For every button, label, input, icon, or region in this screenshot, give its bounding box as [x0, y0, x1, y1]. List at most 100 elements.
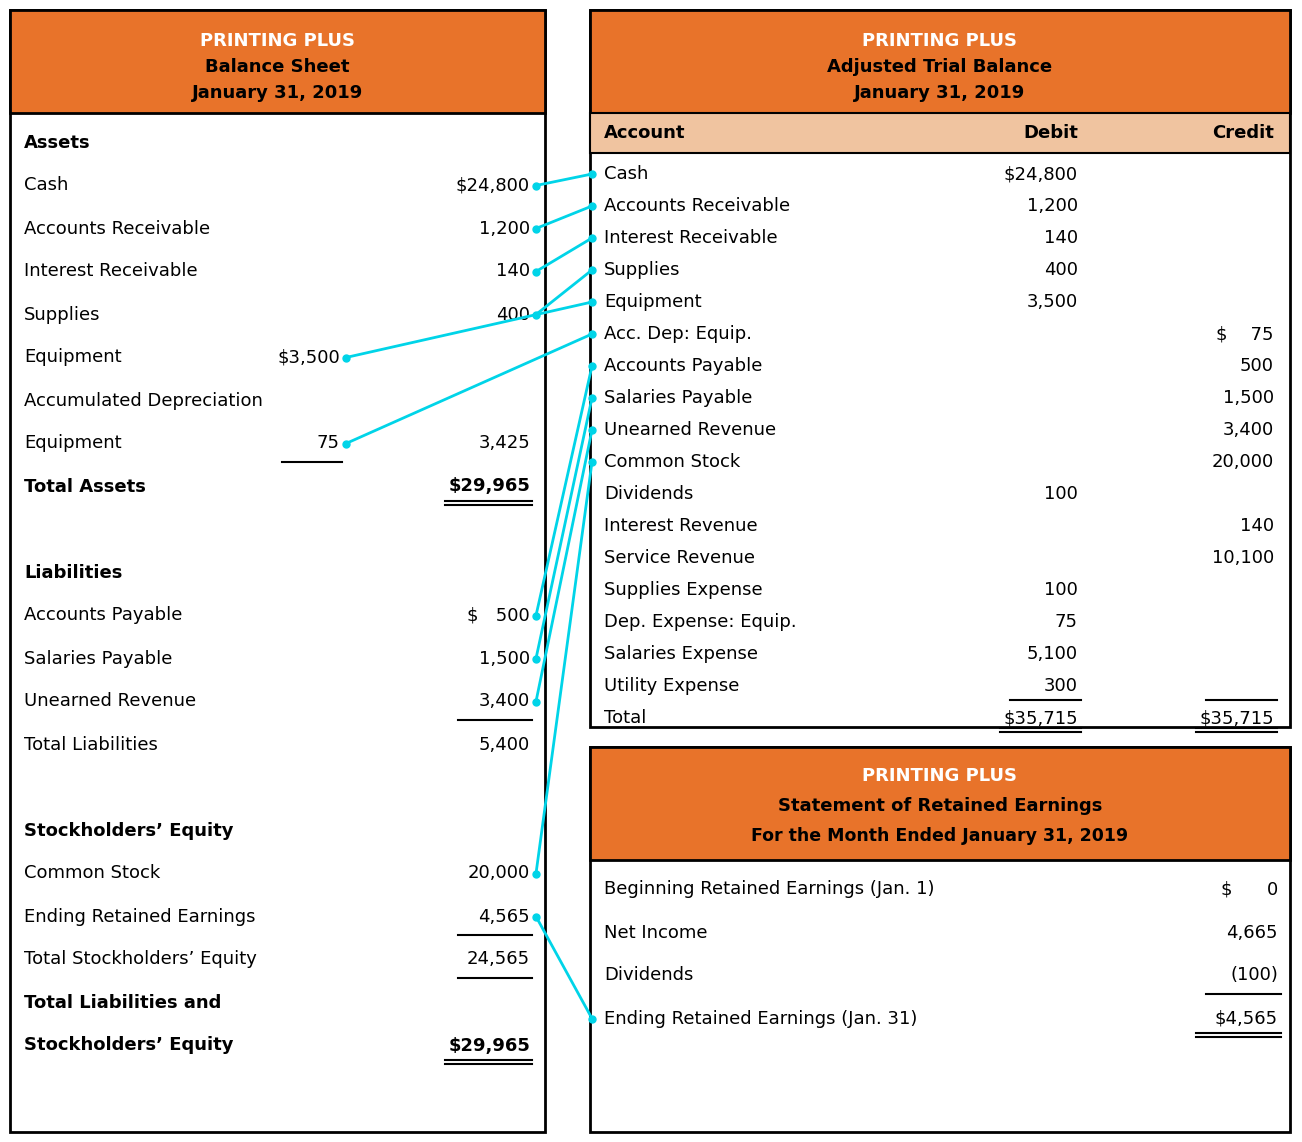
Text: $3,500: $3,500 — [277, 348, 340, 367]
Text: Beginning Retained Earnings (Jan. 1): Beginning Retained Earnings (Jan. 1) — [604, 880, 935, 899]
Text: $4,565: $4,565 — [1215, 1010, 1279, 1028]
Text: 75: 75 — [1055, 613, 1078, 632]
Text: 1,200: 1,200 — [1027, 198, 1078, 215]
Text: PRINTING PLUS: PRINTING PLUS — [862, 767, 1017, 785]
Text: 400: 400 — [496, 306, 530, 323]
Text: Total Liabilities and: Total Liabilities and — [23, 994, 221, 1012]
Text: Dividends: Dividends — [604, 485, 694, 502]
Text: Liabilities: Liabilities — [23, 563, 122, 581]
Text: Common Stock: Common Stock — [604, 453, 741, 471]
Text: 140: 140 — [1240, 517, 1273, 534]
Bar — [590, 747, 1290, 1132]
Bar — [10, 10, 546, 1132]
Text: Unearned Revenue: Unearned Revenue — [604, 421, 776, 439]
Text: Net Income: Net Income — [604, 924, 707, 941]
Text: $   500: $ 500 — [467, 606, 530, 625]
Text: Interest Receivable: Interest Receivable — [23, 263, 198, 281]
Text: Accounts Payable: Accounts Payable — [23, 606, 182, 625]
Text: 3,425: 3,425 — [478, 434, 530, 452]
Text: Ending Retained Earnings: Ending Retained Earnings — [23, 908, 255, 925]
Text: 20,000: 20,000 — [467, 864, 530, 883]
Text: Cash: Cash — [23, 177, 69, 194]
Text: January 31, 2019: January 31, 2019 — [854, 85, 1026, 102]
Text: 300: 300 — [1044, 677, 1078, 695]
Text: Utility Expense: Utility Expense — [604, 677, 740, 695]
Text: $24,800: $24,800 — [456, 177, 530, 194]
Text: 1,500: 1,500 — [479, 650, 530, 668]
Bar — [590, 10, 1290, 727]
Text: Debit: Debit — [1023, 124, 1078, 142]
Text: Stockholders’ Equity: Stockholders’ Equity — [23, 821, 233, 839]
Text: 140: 140 — [496, 263, 530, 281]
Text: 1,200: 1,200 — [479, 219, 530, 238]
Text: Dep. Expense: Equip.: Dep. Expense: Equip. — [604, 613, 797, 632]
Text: Salaries Payable: Salaries Payable — [23, 650, 172, 668]
Text: 500: 500 — [1240, 357, 1273, 375]
Text: 20,000: 20,000 — [1212, 453, 1273, 471]
Bar — [590, 10, 1290, 113]
Text: Acc. Dep: Equip.: Acc. Dep: Equip. — [604, 325, 753, 343]
Text: (100): (100) — [1230, 966, 1279, 984]
Text: Equipment: Equipment — [604, 293, 702, 311]
Text: Supplies: Supplies — [23, 306, 100, 323]
Text: Equipment: Equipment — [23, 434, 121, 452]
Text: Supplies: Supplies — [604, 262, 681, 279]
Text: Accounts Payable: Accounts Payable — [604, 357, 763, 375]
Text: Balance Sheet: Balance Sheet — [206, 58, 350, 77]
Text: Assets: Assets — [23, 134, 91, 152]
Text: Common Stock: Common Stock — [23, 864, 160, 883]
Text: $35,715: $35,715 — [1004, 709, 1078, 727]
Text: 4,565: 4,565 — [478, 908, 530, 925]
Text: $29,965: $29,965 — [448, 1037, 530, 1054]
Text: $29,965: $29,965 — [448, 477, 530, 496]
Text: Accounts Receivable: Accounts Receivable — [23, 219, 210, 238]
Text: Adjusted Trial Balance: Adjusted Trial Balance — [828, 58, 1052, 77]
Text: Statement of Retained Earnings: Statement of Retained Earnings — [777, 797, 1103, 815]
Text: 24,565: 24,565 — [467, 950, 530, 968]
Text: Account: Account — [604, 124, 685, 142]
Text: For the Month Ended January 31, 2019: For the Month Ended January 31, 2019 — [751, 827, 1129, 845]
Text: Accumulated Depreciation: Accumulated Depreciation — [23, 392, 263, 410]
Text: Supplies Expense: Supplies Expense — [604, 581, 763, 600]
Text: Total Liabilities: Total Liabilities — [23, 735, 158, 754]
Text: $    75: $ 75 — [1216, 325, 1273, 343]
Text: 5,400: 5,400 — [479, 735, 530, 754]
Text: Salaries Payable: Salaries Payable — [604, 389, 753, 407]
Text: 100: 100 — [1044, 485, 1078, 502]
Text: 1,500: 1,500 — [1223, 389, 1273, 407]
Text: $35,715: $35,715 — [1199, 709, 1273, 727]
Text: 3,500: 3,500 — [1027, 293, 1078, 311]
Text: 3,400: 3,400 — [479, 692, 530, 710]
Text: Ending Retained Earnings (Jan. 31): Ending Retained Earnings (Jan. 31) — [604, 1010, 918, 1028]
Text: Accounts Receivable: Accounts Receivable — [604, 198, 790, 215]
Text: Interest Revenue: Interest Revenue — [604, 517, 758, 534]
Text: 100: 100 — [1044, 581, 1078, 600]
Text: PRINTING PLUS: PRINTING PLUS — [201, 32, 355, 50]
Text: Equipment: Equipment — [23, 348, 121, 367]
Text: Unearned Revenue: Unearned Revenue — [23, 692, 197, 710]
Text: Total Stockholders’ Equity: Total Stockholders’ Equity — [23, 950, 256, 968]
Text: Salaries Expense: Salaries Expense — [604, 645, 758, 664]
Text: January 31, 2019: January 31, 2019 — [191, 85, 363, 102]
Text: 5,100: 5,100 — [1027, 645, 1078, 664]
Text: 75: 75 — [316, 434, 340, 452]
Text: 400: 400 — [1044, 262, 1078, 279]
Text: Cash: Cash — [604, 164, 648, 183]
Bar — [10, 10, 546, 113]
Text: Total: Total — [604, 709, 646, 727]
Text: Total Assets: Total Assets — [23, 477, 146, 496]
Text: $24,800: $24,800 — [1004, 164, 1078, 183]
Text: 3,400: 3,400 — [1223, 421, 1273, 439]
Text: Interest Receivable: Interest Receivable — [604, 230, 777, 247]
Text: Service Revenue: Service Revenue — [604, 549, 755, 566]
Bar — [590, 747, 1290, 860]
Bar — [590, 113, 1290, 153]
Text: 4,665: 4,665 — [1226, 924, 1279, 941]
Text: Credit: Credit — [1212, 124, 1273, 142]
Text: 140: 140 — [1044, 230, 1078, 247]
Text: Stockholders’ Equity: Stockholders’ Equity — [23, 1037, 233, 1054]
Text: 10,100: 10,100 — [1212, 549, 1273, 566]
Text: Dividends: Dividends — [604, 966, 694, 984]
Text: $      0: $ 0 — [1221, 880, 1279, 899]
Text: PRINTING PLUS: PRINTING PLUS — [862, 32, 1017, 50]
